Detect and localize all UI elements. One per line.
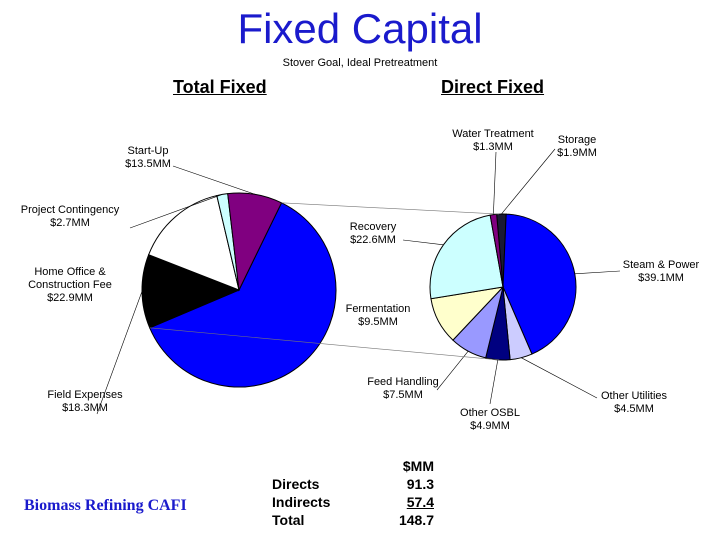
summary-row-value: 148.7 xyxy=(398,512,434,528)
summary-row-label: Indirects xyxy=(272,494,331,510)
leader-line xyxy=(493,151,497,215)
slice-label-fermentation: Fermentation $9.5MM xyxy=(346,303,411,328)
pie-slice-steam-and-power xyxy=(502,213,577,355)
slice-label-storage: Storage $1.9MM xyxy=(557,134,597,159)
summary-row-indirects: Indirects 57.4 xyxy=(272,493,434,511)
summary-row-value: 57.4 xyxy=(406,494,434,510)
leader-line xyxy=(129,194,223,229)
slice-label-water-treatment: Water Treatment $1.3MM xyxy=(452,128,534,153)
summary-row-directs: Directs 91.3 xyxy=(272,475,434,493)
organization-footer: Biomass Refining CAFI xyxy=(24,497,187,514)
summary-row-value: 91.3 xyxy=(406,476,434,492)
leader-line xyxy=(436,350,469,391)
leader-line xyxy=(96,291,143,415)
summary-header-row: $MM xyxy=(272,457,434,475)
breakout-connector-line xyxy=(149,327,500,361)
slice-label-other-osbl: Other OSBL $4.9MM xyxy=(460,407,520,432)
leader-line xyxy=(172,165,256,195)
direct-fixed-heading: Direct Fixed xyxy=(441,77,545,97)
slide-subtitle: Stover Goal, Ideal Pretreatment xyxy=(282,57,438,69)
cost-summary-table: $MM Directs 91.3 Indirects 57.4 Total 14… xyxy=(272,457,434,529)
total-fixed-heading: Total Fixed xyxy=(173,77,267,97)
pie-slice-start-up xyxy=(227,192,283,292)
slice-label-project-contingency: Project Contingency $2.7MM xyxy=(21,204,120,229)
summary-row-label: Total xyxy=(272,512,305,528)
leader-line xyxy=(402,239,444,246)
breakout-connector-line xyxy=(281,202,500,215)
leader-line xyxy=(489,359,499,405)
pie-slice-recovery xyxy=(429,214,504,300)
slide-title: Fixed Capital xyxy=(237,5,483,52)
slice-label-field-expenses: Field Expenses $18.3MM xyxy=(47,389,123,414)
summary-row-total: Total 148.7 xyxy=(272,511,434,529)
pie-slice-field-expenses xyxy=(141,254,241,329)
summary-unit-header: $MM xyxy=(402,458,434,474)
leader-line xyxy=(501,148,556,215)
slice-label-home-office-and-construction-fee: Home Office & Construction Fee $22.9MM xyxy=(28,266,112,304)
pie-slice-home-office-and-construction-fee xyxy=(148,194,240,291)
slice-label-steam-and-power: Steam & Power $39.1MM xyxy=(623,259,700,284)
summary-row-label: Directs xyxy=(272,476,320,492)
slice-label-other-utilities: Other Utilities $4.5MM xyxy=(601,390,668,415)
slice-label-recovery: Recovery $22.6MM xyxy=(350,221,397,246)
leader-line xyxy=(574,270,621,275)
slice-label-start-up: Start-Up $13.5MM xyxy=(125,145,171,170)
leader-line xyxy=(521,357,598,399)
slice-label-feed-handling: Feed Handling $7.5MM xyxy=(367,376,439,401)
